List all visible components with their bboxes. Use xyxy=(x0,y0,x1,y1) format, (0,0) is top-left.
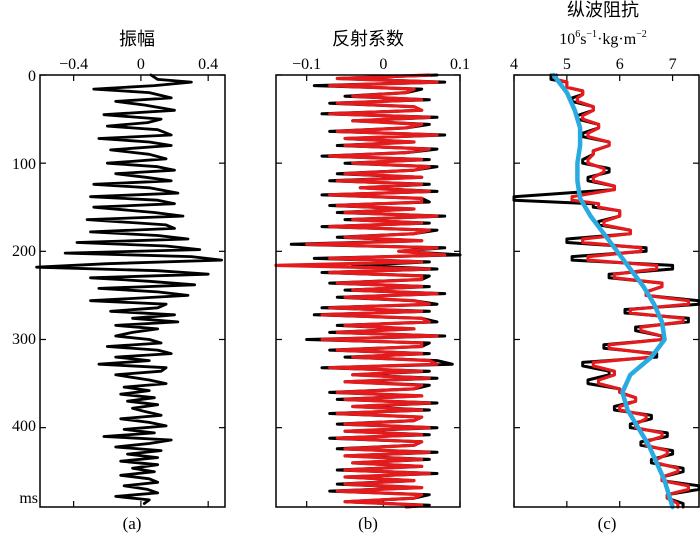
panel-c-unit-exp1: 6 xyxy=(575,29,580,40)
panel-b-frame xyxy=(275,74,461,508)
panel-b-title: 反射系数 xyxy=(332,29,404,50)
panel-a-xtick-label-1: 0 xyxy=(137,56,145,73)
panel-a-caption: (a) xyxy=(123,514,142,533)
y-tick-label-2: 200 xyxy=(12,243,36,260)
y-tick-label-4: 400 xyxy=(12,418,36,435)
panel-a-title: 振幅 xyxy=(119,29,155,50)
panel-c-unit: 106s−1·kg·m−2 xyxy=(559,29,647,48)
panel-b-xtick-label-2: 0.1 xyxy=(450,56,470,73)
y-tick-label-1: 100 xyxy=(12,156,36,173)
panel-b-xtick-label-0: −0.1 xyxy=(292,56,321,73)
panel-c-series-impedance-trend xyxy=(551,72,675,510)
panel-c-unit-mid: s xyxy=(580,31,586,48)
panel-c-unit-exp2: −1 xyxy=(586,29,597,40)
panel-a-series-amplitude xyxy=(35,73,224,505)
panel-c-unit-mid2: ·kg·m xyxy=(597,31,637,48)
y-axis-unit: ms xyxy=(19,490,38,507)
panel-a-frame xyxy=(39,74,226,508)
panel-c-xtick-label-0: 4 xyxy=(510,56,518,73)
panel-a-xtick-label-0: −0.4 xyxy=(59,56,88,73)
panel-b-xtick-label-1: 0 xyxy=(379,56,387,73)
panel-c-xtick-label-1: 5 xyxy=(563,56,571,73)
panel-a: 振幅 −0.4 0 0.4 (a) xyxy=(35,29,226,533)
y-tick-label-0: 0 xyxy=(28,68,36,85)
panel-c-caption: (c) xyxy=(598,514,617,533)
panel-b-caption: (b) xyxy=(358,514,378,533)
panel-c-xtick-label-2: 6 xyxy=(616,56,624,73)
panel-c-xtick-label-3: 7 xyxy=(669,56,677,73)
panel-c-frame xyxy=(513,74,700,508)
y-tick-label-3: 300 xyxy=(12,331,36,348)
panel-b: 反射系数 −0.1 0 0.1 (b) xyxy=(274,29,470,533)
panel-c-series-impedance-red xyxy=(554,73,691,509)
panel-c-unit-exp3: −2 xyxy=(636,29,647,40)
depth-axis: 0 100 200 300 400 ms xyxy=(12,68,38,507)
panel-c-title: 纵波阻抗 xyxy=(567,0,639,21)
panel-a-xtick-label-2: 0.4 xyxy=(198,56,218,73)
panel-b-series-reflectivity-red xyxy=(274,73,447,509)
panel-c-unit-main: 10 xyxy=(559,31,575,48)
